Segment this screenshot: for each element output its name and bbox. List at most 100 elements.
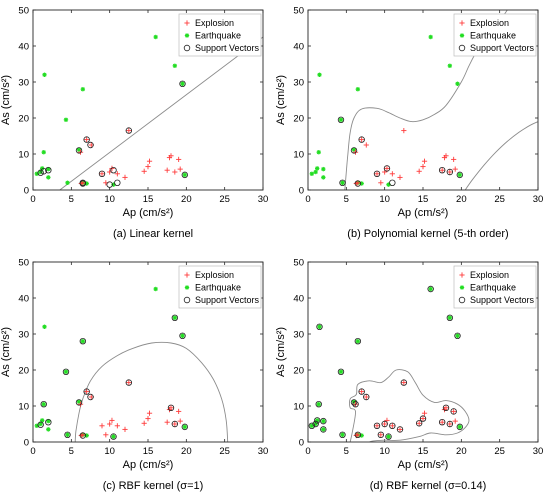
x-tick-label: 30 (533, 446, 544, 457)
earthquake-point (80, 87, 86, 92)
support-vector-marker (446, 314, 454, 321)
panel-d: 0 5 10 15 20 25 30 0 10 20 30 40 50 Explosion Earthqua… (275, 258, 543, 493)
y-tick-label: 40 (293, 294, 304, 305)
support-vector-marker (450, 408, 457, 415)
x-tick-label: 20 (456, 446, 467, 457)
x-tick-label: 15 (418, 446, 429, 457)
y-tick-label: 0 (299, 438, 304, 449)
legend-entry: Support Vectors (458, 43, 535, 53)
legend-label: Earthquake (195, 283, 241, 293)
explosion-point (439, 167, 445, 173)
x-tick-label: 25 (219, 194, 230, 205)
y-tick-label: 10 (293, 402, 304, 413)
explosion-point (172, 421, 178, 427)
explosion-point (109, 417, 115, 423)
legend-earthquake-marker (184, 33, 190, 38)
support-vector-marker (37, 169, 44, 176)
plot-area: 0 5 10 15 20 25 30 0 10 20 30 40 50 Explosion Earthqua… (275, 6, 543, 241)
support-vector-marker (98, 170, 106, 177)
support-vector-marker (358, 388, 365, 395)
support-vector-marker (64, 431, 71, 438)
explosion-point (99, 171, 105, 177)
legend: Explosion Earthquake Support Vectors (178, 265, 262, 309)
earthquake-point (313, 169, 318, 175)
earthquake-point (447, 63, 453, 68)
x-tick-label: 30 (258, 446, 269, 457)
y-tick-label: 50 (293, 6, 304, 17)
explosion-point (145, 164, 151, 170)
panel-caption: (d) RBF kernel (σ=0.14) (370, 480, 487, 492)
explosion-point (452, 418, 458, 424)
explosion-point (176, 156, 182, 162)
explosion-point (421, 158, 428, 164)
legend-entry: Support Vectors (183, 43, 260, 53)
support-vector-marker (456, 423, 463, 431)
support-vector-marker (313, 417, 321, 424)
earthquake-point (40, 418, 45, 423)
support-vector-marker (350, 147, 358, 154)
earthquake-point (321, 175, 326, 180)
plot-area: 0 5 10 15 20 25 30 0 10 20 30 40 50 Explosion Earthqua… (275, 258, 543, 493)
explosion-point (99, 423, 105, 429)
support-vector-marker (40, 400, 47, 408)
axes-frame (307, 9, 539, 191)
axes-frame (32, 261, 264, 443)
support-vector-marker (179, 332, 186, 339)
explosion-point (389, 423, 395, 429)
support-vector-marker (75, 399, 83, 406)
explosion-point (164, 167, 170, 173)
explosion-point (84, 389, 90, 395)
x-tick-label: 10 (379, 194, 390, 205)
support-vector-marker (37, 421, 44, 428)
plot-content (308, 285, 470, 442)
earthquake-point (428, 286, 433, 292)
x-axis-label: Ap (cm/s²) (398, 459, 449, 471)
explosion-point (352, 149, 359, 155)
explosion-point (352, 401, 359, 407)
explosion-point (146, 410, 153, 416)
support-vector-marker (45, 166, 52, 174)
earthquake-point (38, 421, 43, 427)
legend-earthquake-marker (184, 285, 190, 290)
explosion-point (126, 128, 132, 134)
x-tick-label: 15 (418, 194, 429, 205)
earthquake-point (46, 418, 51, 424)
legend-box (178, 265, 262, 309)
support-vector-marker (110, 166, 117, 174)
y-tick-label: 10 (18, 150, 29, 161)
plot-content (309, 10, 538, 190)
x-tick-label: 30 (258, 194, 269, 205)
panel-caption: (c) RBF kernel (σ=1) (103, 480, 204, 492)
support-vector-marker (315, 400, 322, 408)
earthquake-point (63, 117, 69, 122)
support-vector-marker (337, 116, 345, 123)
earthquake-point (80, 339, 86, 344)
earthquake-point (355, 339, 361, 344)
explosion-point (439, 419, 445, 425)
legend-label: Explosion (195, 270, 234, 280)
support-vector-marker (320, 417, 327, 425)
earthquake-point (42, 72, 47, 77)
y-tick-label: 20 (293, 114, 304, 125)
explosion-point (107, 421, 113, 427)
y-tick-label: 0 (299, 186, 304, 197)
legend-support-vector-marker (458, 44, 466, 52)
legend-label: Support Vectors (195, 43, 260, 53)
explosion-point (103, 432, 109, 438)
explosion-point (397, 426, 403, 432)
explosion-point (443, 405, 449, 411)
support-vector-marker (339, 179, 346, 186)
x-tick-label: 5 (344, 194, 349, 205)
support-vector-marker (419, 415, 427, 422)
support-vector-marker (456, 171, 463, 179)
support-vector-marker (446, 168, 454, 176)
explosion-point (141, 168, 147, 174)
explosion-point (78, 432, 84, 439)
support-vector-marker (40, 168, 47, 175)
axes-frame (32, 9, 264, 191)
legend-entry: Explosion (459, 18, 509, 28)
support-vector-marker (396, 426, 404, 433)
support-vector-marker (389, 179, 396, 186)
support-vector-marker (79, 432, 87, 439)
legend-support-vector-marker (183, 296, 191, 304)
